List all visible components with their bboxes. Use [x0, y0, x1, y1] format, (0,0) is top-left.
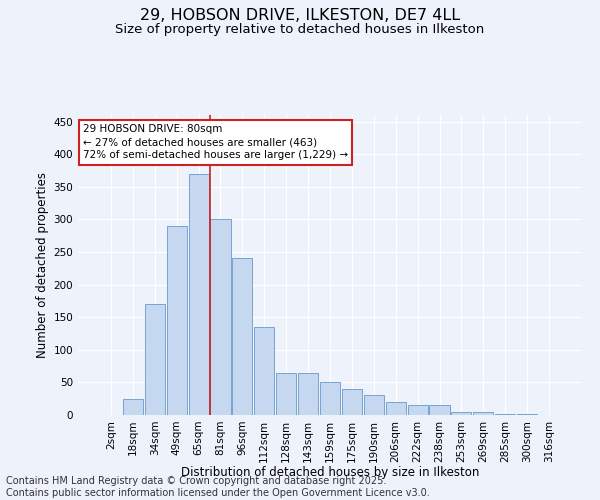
Bar — [517, 414, 537, 415]
Bar — [495, 414, 515, 415]
Bar — [276, 372, 296, 415]
Bar — [342, 389, 362, 415]
Bar — [298, 372, 318, 415]
Y-axis label: Number of detached properties: Number of detached properties — [36, 172, 49, 358]
Bar — [254, 327, 274, 415]
Bar — [145, 304, 165, 415]
Bar — [211, 220, 230, 415]
X-axis label: Distribution of detached houses by size in Ilkeston: Distribution of detached houses by size … — [181, 466, 479, 479]
Bar — [430, 405, 449, 415]
Bar — [407, 405, 428, 415]
Bar — [386, 402, 406, 415]
Bar — [188, 174, 209, 415]
Bar — [320, 382, 340, 415]
Bar — [451, 412, 472, 415]
Bar — [123, 398, 143, 415]
Text: Contains HM Land Registry data © Crown copyright and database right 2025.
Contai: Contains HM Land Registry data © Crown c… — [6, 476, 430, 498]
Text: 29, HOBSON DRIVE, ILKESTON, DE7 4LL: 29, HOBSON DRIVE, ILKESTON, DE7 4LL — [140, 8, 460, 22]
Bar — [167, 226, 187, 415]
Text: 29 HOBSON DRIVE: 80sqm
← 27% of detached houses are smaller (463)
72% of semi-de: 29 HOBSON DRIVE: 80sqm ← 27% of detached… — [83, 124, 348, 160]
Bar — [364, 396, 384, 415]
Bar — [232, 258, 253, 415]
Text: Size of property relative to detached houses in Ilkeston: Size of property relative to detached ho… — [115, 22, 485, 36]
Bar — [473, 412, 493, 415]
